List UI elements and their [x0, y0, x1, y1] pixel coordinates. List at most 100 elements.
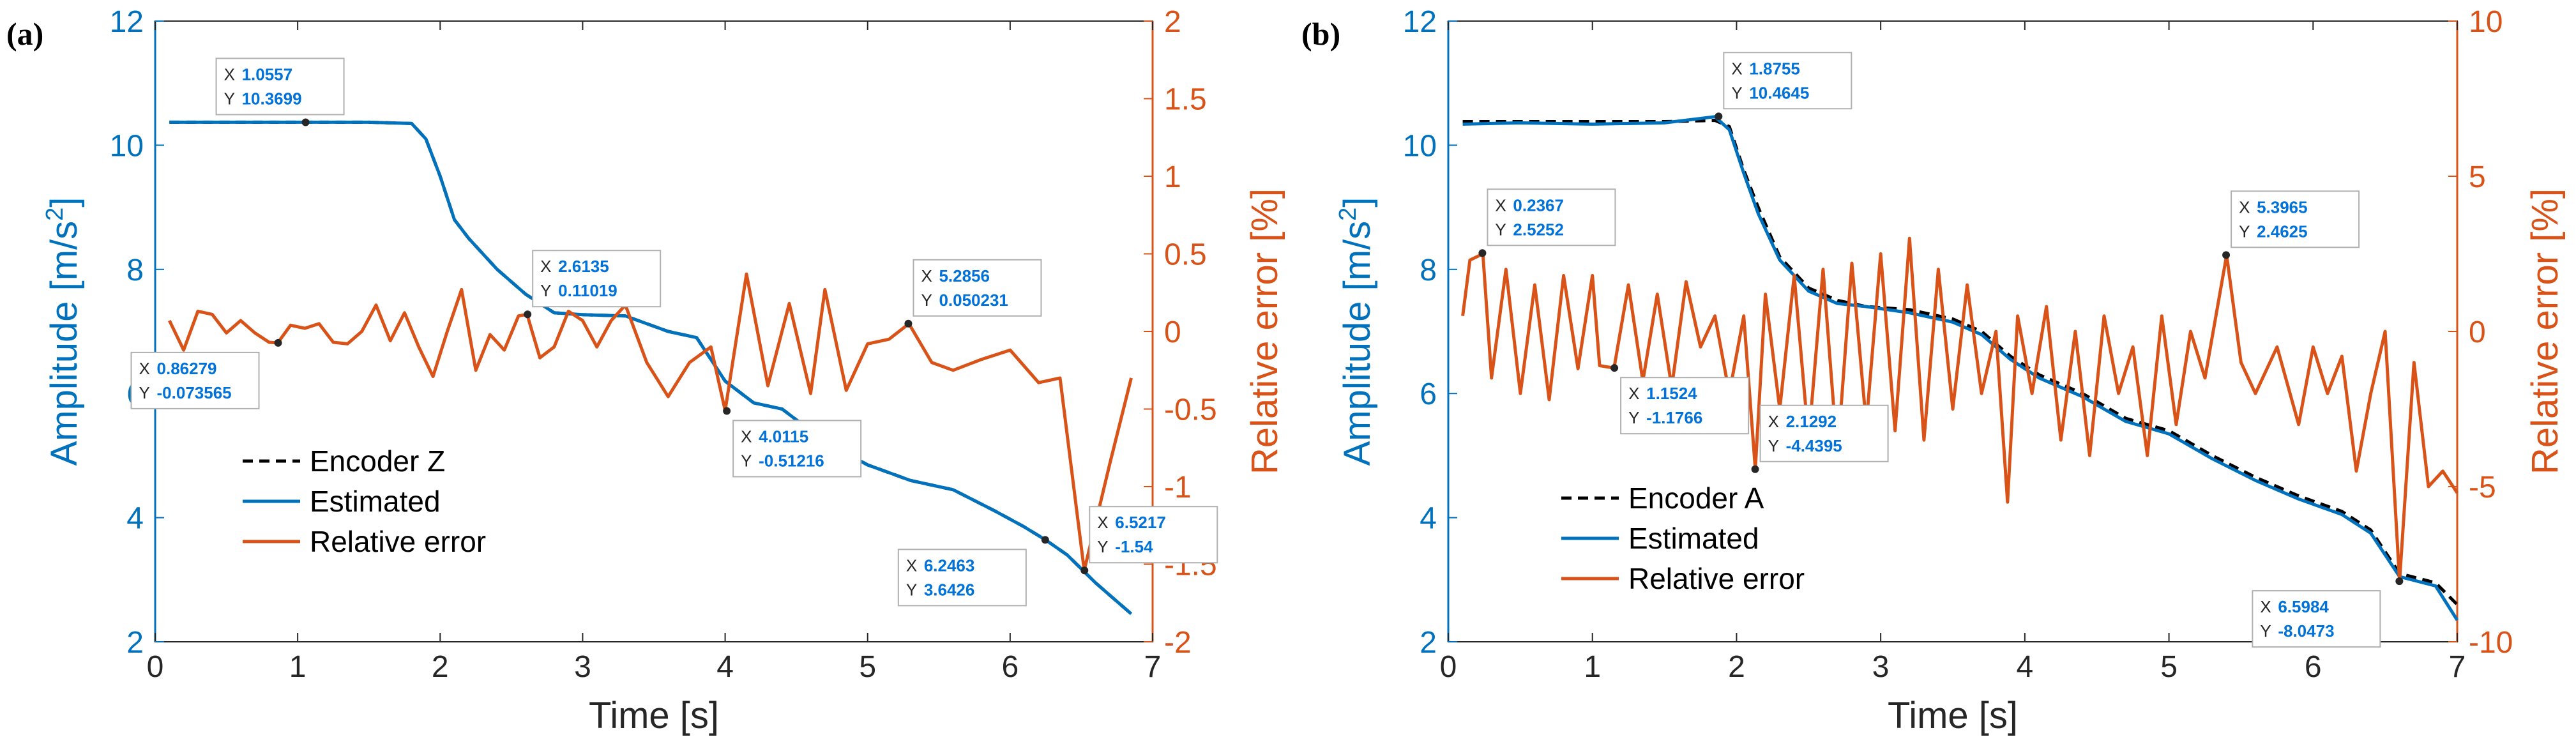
datatip-x-value: 2.1292	[1786, 412, 1837, 431]
right-y-tick-label: 0.5	[1164, 238, 1207, 272]
datatip[interactable]: X 5.2856 Y 0.050231	[904, 259, 1042, 328]
datatip[interactable]: X 1.8755 Y 10.4645	[1715, 52, 1852, 121]
datatip-x-key: X	[1097, 513, 1108, 532]
x-tick-label: 6	[2305, 650, 2322, 684]
left-y-axis-label: Amplitude [m/s2]	[1335, 197, 1378, 466]
datatip-y-value: 0.11019	[558, 281, 617, 300]
right-y-tick-label: -10	[2469, 626, 2513, 660]
legend-entry: Estimated	[310, 485, 441, 518]
left-y-tick-label: 12	[110, 5, 144, 39]
datatip-box	[2231, 190, 2360, 248]
x-tick-label: 4	[716, 650, 734, 684]
datatip-box	[913, 259, 1042, 317]
left-y-axis-label-end: ]	[1337, 197, 1378, 208]
datatip-y-key: Y	[1768, 436, 1779, 455]
left-y-tick-label: 4	[126, 502, 144, 536]
datatip[interactable]: X 0.86279 Y -0.073565	[130, 338, 282, 409]
x-tick-label: 7	[2449, 650, 2466, 684]
right-y-tick-label: -5	[2469, 471, 2496, 504]
datatip-y-key: Y	[1495, 220, 1506, 239]
datatip-box	[897, 549, 1027, 607]
legend-entry: Encoder Z	[310, 444, 445, 478]
datatip-marker	[1610, 364, 1619, 372]
datatip-y-value: -0.073565	[157, 383, 232, 402]
datatip-box	[130, 351, 260, 409]
x-axis-label: Time [s]	[589, 695, 719, 736]
series-line-relative-error	[168, 272, 1133, 572]
datatip-y-key: Y	[540, 281, 551, 300]
series-line-estimated	[169, 120, 1133, 616]
datatip-x-key: X	[2260, 597, 2271, 616]
panel-label: (b)	[1301, 16, 1340, 52]
datatip-marker	[1715, 112, 1723, 121]
datatip-box	[1723, 52, 1852, 110]
datatip[interactable]: X 2.6135 Y 0.11019	[524, 250, 662, 319]
datatip[interactable]: X 6.5217 Y -1.54	[1080, 506, 1218, 575]
legend-entry: Encoder A	[1628, 482, 1764, 515]
datatip-y-value: -1.1766	[1646, 408, 1702, 427]
right-y-axis-label: Relative error [%]	[1244, 188, 1285, 474]
left-y-tick-label: 4	[1420, 502, 1437, 536]
datatip-marker	[301, 118, 310, 126]
x-tick-label: 2	[432, 650, 449, 684]
datatip-x-key: X	[1495, 195, 1506, 215]
x-tick-label: 7	[1144, 650, 1162, 684]
left-y-axis-label-sup: 2	[1335, 208, 1361, 221]
x-tick-label: 6	[1002, 650, 1019, 684]
datatip[interactable]: X 1.1524 Y -1.1766	[1610, 364, 1750, 435]
series-line-estimated	[1462, 115, 2459, 621]
datatip-x-value: 4.0115	[759, 427, 808, 446]
datatip[interactable]: X 6.5984 Y -8.0473	[2252, 577, 2404, 648]
right-y-tick-label: 2	[1164, 5, 1181, 39]
datatip[interactable]: X 4.0115 Y -0.51216	[723, 407, 862, 478]
datatip-box	[1759, 404, 1889, 462]
datatip-y-key: Y	[139, 383, 150, 402]
series-line-encoder-a	[1462, 119, 2459, 606]
left-y-axis-label-base: Amplitude [m/s	[1337, 221, 1378, 466]
datatip-x-key: X	[921, 266, 932, 285]
datatip-box	[532, 250, 662, 308]
datatip-y-key: Y	[1731, 83, 1742, 102]
datatip-x-key: X	[1628, 384, 1639, 403]
datatip[interactable]: X 0.2367 Y 2.5252	[1478, 188, 1616, 257]
datatip-x-value: 1.1524	[1646, 384, 1697, 403]
datatip-y-key: Y	[2260, 621, 2271, 641]
datatip-marker	[2222, 251, 2231, 259]
datatip-x-value: 5.2856	[939, 266, 990, 285]
right-y-axis-label: Relative error [%]	[2524, 188, 2566, 474]
datatip-x-value: 6.2463	[924, 556, 975, 575]
left-y-tick-label: 6	[1420, 377, 1437, 411]
panel-label: (a)	[6, 16, 43, 52]
datatip[interactable]: X 6.2463 Y 3.6426	[897, 536, 1049, 607]
datatip[interactable]: X 2.1292 Y -4.4395	[1751, 404, 1889, 473]
left-y-tick-label: 2	[1420, 626, 1437, 660]
datatip-box	[1089, 506, 1218, 564]
x-tick-label: 1	[289, 650, 307, 684]
x-axis-label: Time [s]	[1888, 695, 2018, 736]
legend: Encoder A Estimated Relative error	[1561, 482, 1805, 595]
right-y-tick-label: 1	[1164, 160, 1181, 194]
left-y-tick-label: 2	[126, 626, 144, 660]
right-y-tick-label: -1	[1164, 471, 1192, 504]
datatip-y-value: -0.51216	[759, 451, 824, 470]
right-y-tick-label: 10	[2469, 5, 2503, 39]
datatip[interactable]: X 5.3965 Y 2.4625	[2222, 190, 2360, 259]
datatip[interactable]: X 1.0557 Y 10.3699	[215, 57, 345, 126]
datatip-box	[1620, 377, 1750, 435]
datatip-x-value: 6.5984	[2278, 597, 2329, 616]
datatip-x-value: 1.8755	[1749, 59, 1800, 78]
x-tick-label: 0	[147, 650, 164, 684]
datatip-y-key: Y	[921, 291, 932, 310]
x-tick-label: 1	[1584, 650, 1601, 684]
x-tick-label: 3	[574, 650, 591, 684]
datatip-x-value: 6.5217	[1115, 513, 1166, 532]
right-y-tick-label: -0.5	[1164, 393, 1217, 427]
datatip-x-key: X	[1768, 412, 1779, 431]
left-y-axis-label-base: Amplitude [m/s	[43, 221, 85, 466]
datatip-x-value: 1.0557	[242, 64, 293, 84]
datatip-y-key: Y	[224, 89, 235, 108]
left-y-axis-label-sup: 2	[42, 208, 68, 221]
x-tick-label: 2	[1728, 650, 1745, 684]
